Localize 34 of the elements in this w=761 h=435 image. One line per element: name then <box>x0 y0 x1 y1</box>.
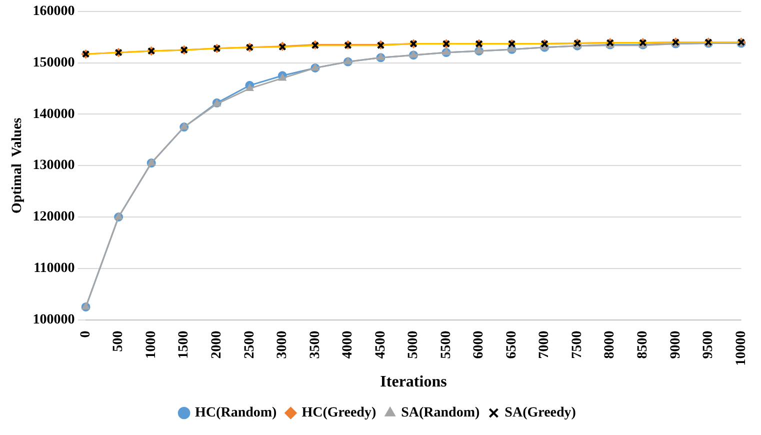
x-tick-label: 10000 <box>734 330 749 366</box>
x-tick-label: 8500 <box>636 330 650 359</box>
x-tick-label: 9000 <box>668 330 684 359</box>
x-tick-label: 6500 <box>504 330 520 359</box>
x-axis-title: Iterations <box>380 374 447 391</box>
y-tick-label: 100000 <box>32 312 75 328</box>
x-tick-label: 3000 <box>275 330 290 359</box>
x-tick-label: 4500 <box>373 330 388 359</box>
x-tick-label: 7500 <box>570 330 585 359</box>
x-tick-label: 5000 <box>406 330 422 359</box>
x-tick-label: 5500 <box>438 330 454 359</box>
x-tick-label: 7000 <box>537 330 552 359</box>
x-tick-label: 2000 <box>209 330 224 359</box>
x-tick-label: 4000 <box>340 330 356 359</box>
y-tick-label: 140000 <box>32 106 75 122</box>
x-tick-label: 6000 <box>472 330 487 359</box>
legend-label: SA(Greedy) <box>504 406 576 421</box>
x-tick-label: 0 <box>78 330 94 338</box>
x-tick-label: 8000 <box>602 330 618 359</box>
y-axis-title: Optimal Values <box>10 117 26 214</box>
x-tick-label: 2500 <box>242 330 258 359</box>
y-tick-label: 160000 <box>32 4 75 20</box>
x-tick-label: 500 <box>111 330 126 352</box>
x-tick-label: 1500 <box>176 330 192 359</box>
x-tick-label: 1000 <box>144 330 159 359</box>
x-tick-label: 9500 <box>701 330 716 359</box>
y-tick-label: 120000 <box>32 210 75 225</box>
x-tick-label: 3500 <box>308 330 323 359</box>
y-tick-label: 110000 <box>34 261 75 276</box>
legend-label: SA(Random) <box>401 406 480 421</box>
y-tick-label: 150000 <box>32 55 75 70</box>
legend-label: HC(Random) <box>195 406 278 421</box>
legend-label: HC(Greedy) <box>302 406 376 421</box>
y-tick-label: 130000 <box>32 158 75 174</box>
